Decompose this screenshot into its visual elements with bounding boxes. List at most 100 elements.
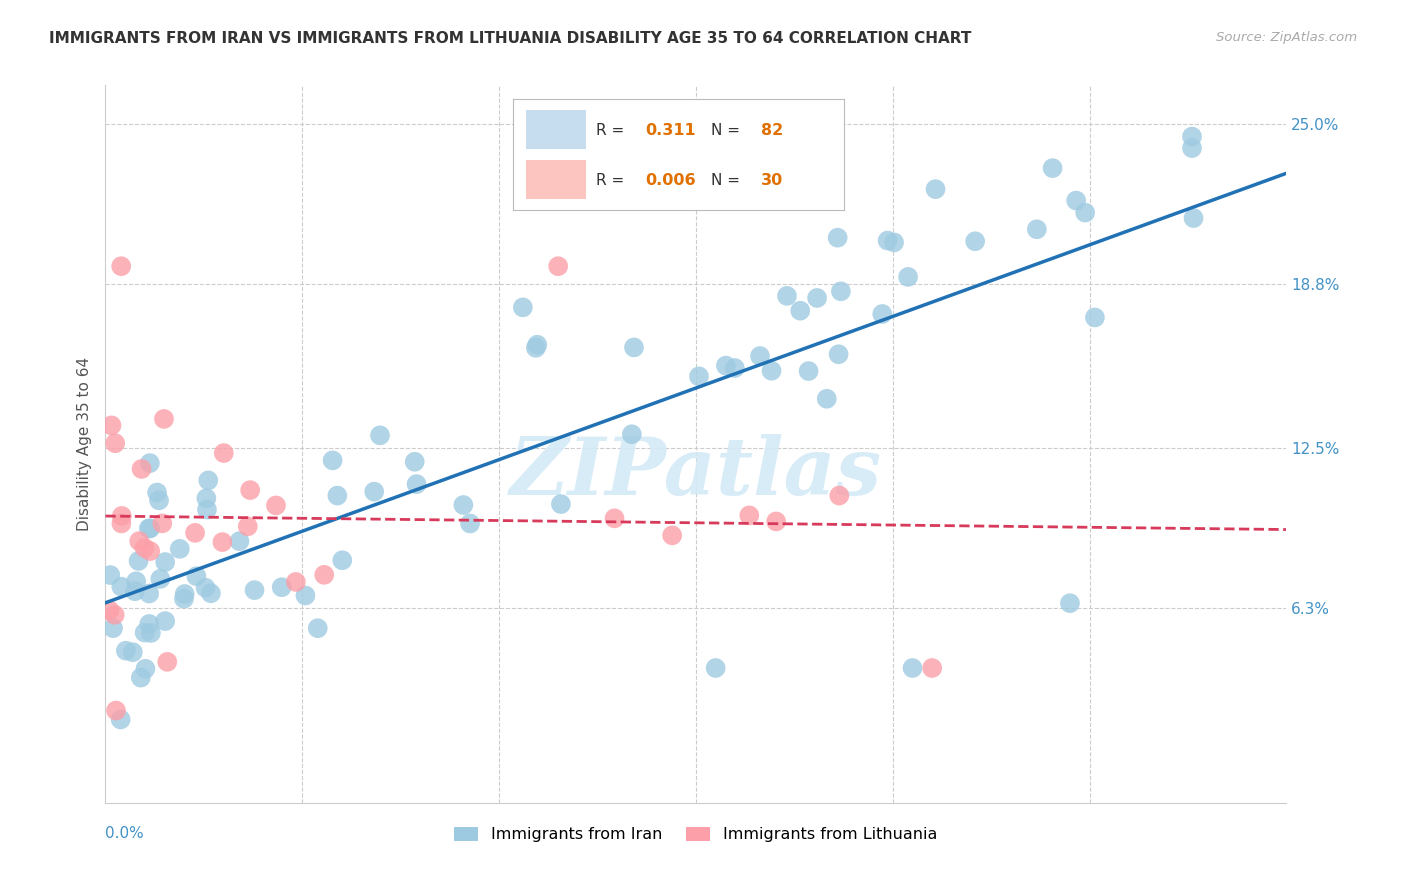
- Point: [138, 521, 160, 535]
- Point: [965, 234, 987, 248]
- Point: [121, 645, 143, 659]
- Point: [512, 301, 534, 315]
- Point: [901, 661, 924, 675]
- Point: [228, 534, 250, 549]
- Point: [828, 489, 851, 503]
- Point: [547, 259, 569, 273]
- Point: [105, 704, 128, 718]
- Point: [134, 541, 156, 555]
- Point: [110, 713, 132, 727]
- Point: [104, 607, 127, 622]
- Point: [284, 574, 307, 589]
- Point: [1181, 141, 1204, 155]
- Point: [139, 456, 162, 470]
- Point: [797, 364, 820, 378]
- Point: [688, 369, 710, 384]
- Point: [827, 347, 849, 361]
- Point: [243, 583, 266, 598]
- Point: [524, 341, 547, 355]
- Point: [897, 269, 920, 284]
- Point: [173, 591, 195, 606]
- Point: [134, 662, 156, 676]
- Point: [104, 436, 127, 450]
- Point: [138, 586, 160, 600]
- Point: [186, 569, 208, 583]
- Point: [761, 364, 783, 378]
- Point: [138, 617, 160, 632]
- Text: ZIPatlas: ZIPatlas: [510, 434, 882, 511]
- Point: [139, 544, 162, 558]
- Point: [876, 234, 898, 248]
- Point: [148, 493, 170, 508]
- Y-axis label: Disability Age 35 to 64: Disability Age 35 to 64: [76, 357, 91, 531]
- Point: [150, 516, 173, 531]
- Point: [153, 614, 176, 628]
- Point: [195, 491, 218, 506]
- Point: [146, 485, 169, 500]
- Point: [330, 553, 353, 567]
- Point: [883, 235, 905, 250]
- Legend: Immigrants from Iran, Immigrants from Lithuania: Immigrants from Iran, Immigrants from Li…: [449, 821, 943, 848]
- Point: [623, 340, 645, 354]
- Point: [453, 498, 475, 512]
- Point: [264, 499, 287, 513]
- Point: [1084, 310, 1107, 325]
- Point: [307, 621, 329, 635]
- Point: [1025, 222, 1047, 236]
- Point: [872, 307, 894, 321]
- Point: [661, 528, 683, 542]
- Point: [100, 418, 122, 433]
- Point: [1042, 161, 1064, 175]
- Point: [326, 489, 349, 503]
- Point: [368, 428, 391, 442]
- Point: [212, 446, 235, 460]
- Point: [749, 349, 772, 363]
- Point: [153, 412, 176, 426]
- Point: [173, 587, 195, 601]
- Point: [115, 643, 138, 657]
- Point: [98, 603, 121, 617]
- Point: [239, 483, 262, 497]
- Point: [1181, 129, 1204, 144]
- Point: [765, 515, 787, 529]
- Point: [924, 182, 946, 196]
- Point: [405, 477, 427, 491]
- Text: Source: ZipAtlas.com: Source: ZipAtlas.com: [1216, 31, 1357, 45]
- Point: [139, 521, 162, 535]
- Point: [153, 555, 176, 569]
- Point: [1182, 211, 1205, 225]
- Point: [815, 392, 838, 406]
- Point: [194, 581, 217, 595]
- Point: [184, 525, 207, 540]
- Point: [738, 508, 761, 523]
- Point: [704, 661, 727, 675]
- Point: [110, 580, 132, 594]
- Point: [714, 359, 737, 373]
- Point: [197, 474, 219, 488]
- Point: [129, 671, 152, 685]
- Point: [620, 427, 643, 442]
- Point: [363, 484, 385, 499]
- Point: [236, 519, 259, 533]
- Point: [270, 580, 292, 594]
- Point: [128, 534, 150, 549]
- Point: [724, 361, 747, 376]
- Point: [110, 259, 132, 273]
- Point: [149, 572, 172, 586]
- Point: [125, 574, 148, 589]
- Point: [776, 289, 799, 303]
- Point: [294, 589, 316, 603]
- Point: [550, 497, 572, 511]
- Point: [314, 567, 336, 582]
- Point: [124, 584, 146, 599]
- Point: [830, 285, 852, 299]
- Point: [98, 568, 121, 582]
- Point: [921, 661, 943, 675]
- Point: [195, 502, 218, 516]
- Point: [200, 586, 222, 600]
- Point: [789, 303, 811, 318]
- Point: [156, 655, 179, 669]
- Point: [603, 511, 626, 525]
- Point: [806, 291, 828, 305]
- Point: [134, 625, 156, 640]
